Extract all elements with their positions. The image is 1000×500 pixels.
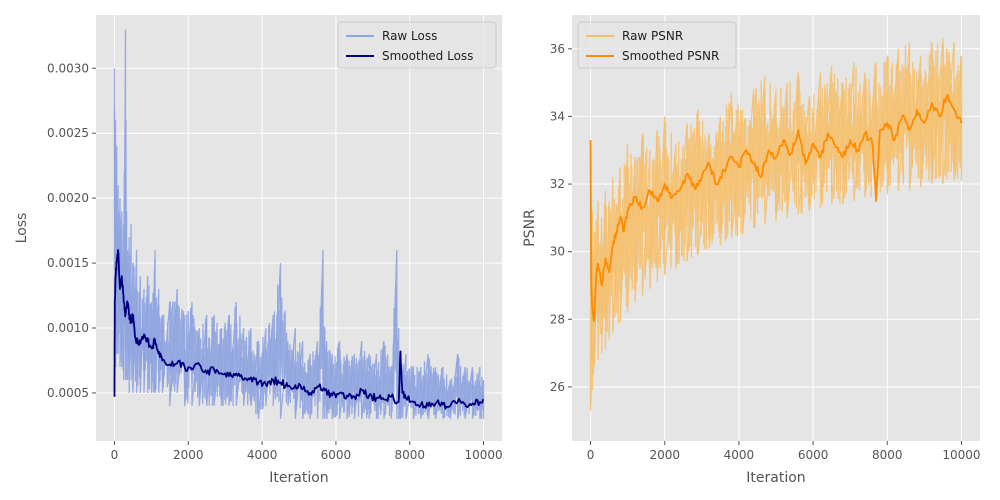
y-tick-label: 26 bbox=[550, 380, 565, 394]
series-line-smoothed-psnr bbox=[589, 93, 963, 323]
x-tick-label: 4000 bbox=[724, 448, 755, 462]
x-tick-label: 0 bbox=[111, 448, 119, 462]
y-tick-label: 28 bbox=[550, 312, 565, 326]
series-group bbox=[113, 29, 485, 420]
legend-entry: Raw PSNR bbox=[622, 29, 683, 43]
series-envelope-raw-psnr bbox=[589, 38, 963, 411]
series-envelope-raw-loss bbox=[113, 29, 485, 420]
legend-entry: Smoothed PSNR bbox=[622, 49, 719, 63]
x-axis-label: Iteration bbox=[269, 470, 328, 486]
y-tick-label: 0.0010 bbox=[47, 321, 89, 335]
x-tick-label: 8000 bbox=[394, 448, 425, 462]
y-tick-label: 36 bbox=[550, 42, 565, 56]
legend: Raw PSNR Smoothed PSNR bbox=[577, 21, 737, 69]
series-group bbox=[589, 38, 963, 411]
x-tick-label: 10000 bbox=[464, 448, 502, 462]
y-tick-label: 32 bbox=[550, 177, 565, 191]
legend-entry: Smoothed Loss bbox=[382, 49, 473, 63]
x-tick-label: 2000 bbox=[649, 448, 680, 462]
x-tick-label: 6000 bbox=[798, 448, 829, 462]
series-line-smoothed-loss bbox=[113, 249, 484, 410]
y-axis-label: Loss bbox=[14, 213, 30, 244]
legend-entry: Raw Loss bbox=[382, 29, 437, 43]
legend-box bbox=[337, 21, 497, 69]
x-tick-label: 0 bbox=[587, 448, 595, 462]
x-tick-label: 6000 bbox=[321, 448, 352, 462]
x-tick-label: 2000 bbox=[173, 448, 204, 462]
y-tick-label: 0.0030 bbox=[47, 61, 89, 75]
y-tick-label: 0.0005 bbox=[47, 386, 89, 400]
y-tick-label: 0.0020 bbox=[47, 191, 89, 205]
loss-panel: 0 2000 4000 6000 8000 10000 0.0005 0.0010 0.0015… bbox=[14, 15, 503, 486]
x-tick-label: 8000 bbox=[872, 448, 903, 462]
x-tick-label: 4000 bbox=[247, 448, 278, 462]
x-tick-label: 10000 bbox=[942, 448, 980, 462]
psnr-panel: 0 2000 4000 6000 8000 10000 26 28 30 32 34 36 Iterat… bbox=[522, 15, 981, 486]
y-axis-label: PSNR bbox=[522, 209, 538, 247]
y-tick-label: 0.0015 bbox=[47, 256, 89, 270]
y-tick-label: 0.0025 bbox=[47, 126, 89, 140]
y-tick-label: 30 bbox=[550, 245, 565, 259]
legend: Raw Loss Smoothed Loss bbox=[337, 21, 497, 69]
legend-box bbox=[577, 21, 737, 69]
y-tick-label: 34 bbox=[550, 109, 565, 123]
x-axis-label: Iteration bbox=[746, 470, 805, 486]
